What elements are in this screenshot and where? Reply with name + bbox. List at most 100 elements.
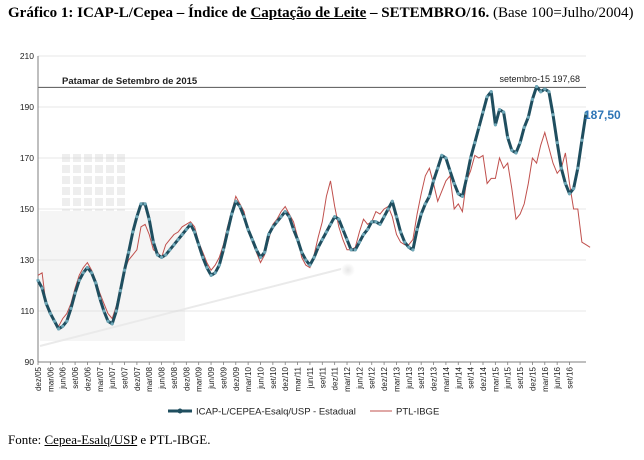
decoration-square [117,165,125,173]
icap-point [131,230,135,234]
icap-point [320,238,324,242]
x-tick-label: dez/14 [479,366,488,391]
icap-point [567,192,572,196]
icap-point [506,136,510,140]
decoration-square [106,165,114,173]
icap-point [77,278,81,282]
icap-point [526,115,530,119]
heading-title-underlined: Captação de Leite [250,5,367,21]
x-tick-label: set/06 [71,366,80,388]
icap-point [361,232,366,237]
decoration-square [62,165,70,173]
x-tick-label: jun/11 [306,366,315,389]
icap-point [48,312,53,316]
x-tick-label: jun/16 [553,366,562,389]
icap-point [489,90,493,94]
x-tick-label: dez/13 [430,366,439,391]
icap-point [576,166,580,170]
icap-point [436,166,440,170]
icap-point [275,220,279,224]
icap-point [337,217,341,221]
icap-point [403,240,407,244]
x-tick-label: dez/06 [83,366,92,391]
icap-point [328,222,333,226]
icap-point [197,243,201,247]
icap-point [357,240,361,244]
icap-point [514,151,518,155]
icap-point [135,215,139,219]
decoration-square [106,187,114,195]
icap-point [510,148,514,152]
icap-point [176,238,180,242]
x-tick-label: set/13 [417,366,426,388]
x-tick-label: jun/07 [108,366,117,389]
heading-base: (Base 100=Julho/2004) [492,5,634,21]
background-decoration [39,154,355,347]
decoration-square [95,176,103,184]
x-tick-label: set/14 [467,366,476,388]
x-tick-label: dez/07 [133,366,142,391]
icap-point [444,156,448,160]
icap-point [287,215,291,219]
icap-point [469,156,473,160]
reference-line-note: setembro-15 197,68 [499,74,580,84]
icap-point [530,97,535,101]
source-note: Fonte: Cepea-Esalq/USP e PTL-IBGE. [8,432,210,448]
icap-point [349,248,353,252]
legend-icap-marker [177,408,183,414]
icap-point [217,263,221,267]
icap-point [308,263,312,267]
icap-point [213,271,217,275]
decoration-square [84,198,92,206]
icap-point [477,125,481,129]
icap-point [127,250,131,254]
icap-point [374,220,378,224]
icap-point [258,255,263,259]
x-tick-label: set/11 [318,366,327,388]
y-tick-label: 130 [20,255,34,265]
icap-point [57,327,61,331]
decoration-swoosh [39,267,346,347]
x-tick-label: jun/09 [207,366,216,389]
icap-point [353,248,357,252]
icap-point [221,248,225,252]
icap-point [316,245,320,249]
source-underlined: Cepea-Esalq/USP [44,432,138,447]
decoration-square [84,176,92,184]
icap-point [394,215,399,219]
icap-point [85,266,89,270]
heading-title-pre: ICAP-L/Cepea – Índice de [77,5,247,21]
y-tick-label: 210 [20,51,34,61]
icap-point [267,232,271,237]
x-tick-label: mar/12 [343,366,352,391]
icap-point [370,220,374,224]
x-tick-label: set/15 [516,366,525,388]
icap-point [122,268,127,272]
icap-point [431,179,436,183]
x-tick-label: dez/11 [331,366,340,390]
legend-ptl-label: PTL-IBGE [396,407,439,418]
decoration-square [117,187,125,195]
icap-point [61,324,65,328]
icap-point [296,238,300,242]
icap-point [36,278,40,282]
icap-point [452,181,456,186]
x-tick-label: set/12 [368,366,377,388]
icap-point [572,187,576,191]
decoration-square [73,198,81,206]
icap-point [535,85,539,89]
x-tick-label: mar/15 [491,366,500,391]
icap-point [65,319,69,323]
x-tick-label: mar/10 [244,366,253,391]
icap-point [242,215,246,219]
icap-point [250,238,254,242]
icap-point [52,319,57,323]
icap-point [98,296,102,300]
icap-point [399,230,403,234]
icap-point [584,111,588,115]
icap-point [312,255,316,259]
chart-labels: Patamar de Setembro de 2015 setembro-15 … [62,74,621,122]
icap-point [238,204,242,209]
decoration-square [62,176,70,184]
